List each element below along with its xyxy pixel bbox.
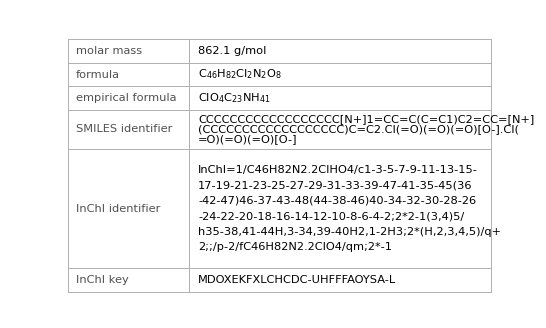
Text: 2;;/p-2/fC46H82N2.2ClO4/qm;2*-1: 2;;/p-2/fC46H82N2.2ClO4/qm;2*-1 (198, 242, 392, 252)
Text: InChI identifier: InChI identifier (76, 204, 160, 214)
Text: empirical formula: empirical formula (76, 93, 176, 103)
Text: 862.1 g/mol: 862.1 g/mol (198, 46, 266, 56)
Text: InChI key: InChI key (76, 275, 129, 285)
Text: InChI=1/C46H82N2.2ClHO4/c1-3-5-7-9-11-13-15-: InChI=1/C46H82N2.2ClHO4/c1-3-5-7-9-11-13… (198, 165, 478, 175)
Text: =O)(=O)(=O)[O-]: =O)(=O)(=O)[O-] (198, 134, 298, 145)
Text: molar mass: molar mass (76, 46, 142, 56)
Text: -24-22-20-18-16-14-12-10-8-6-4-2;2*2-1(3,4)5/: -24-22-20-18-16-14-12-10-8-6-4-2;2*2-1(3… (198, 211, 465, 221)
Text: h35-38,41-44H,3-34,39-40H2,1-2H3;2*(H,2,3,4,5)/q+: h35-38,41-44H,3-34,39-40H2,1-2H3;2*(H,2,… (198, 227, 501, 237)
Text: CCCCCCCCCCCCCCCCCC[N+]1=CC=C(C=C1)C2=CC=[N+]: CCCCCCCCCCCCCCCCCC[N+]1=CC=C(C=C1)C2=CC=… (198, 114, 535, 124)
Text: SMILES identifier: SMILES identifier (76, 124, 172, 134)
Text: MDOXEKFXLCHCDC-UHFFFAOYSA-L: MDOXEKFXLCHCDC-UHFFFAOYSA-L (198, 275, 396, 285)
Text: -42-47)46-37-43-48(44-38-46)40-34-32-30-28-26: -42-47)46-37-43-48(44-38-46)40-34-32-30-… (198, 196, 476, 206)
Text: $\mathregular{ClO_4C_{23}NH_{41}}$: $\mathregular{ClO_4C_{23}NH_{41}}$ (198, 91, 271, 105)
Text: formula: formula (76, 70, 120, 80)
Text: $\mathregular{C_{46}H_{82}Cl_2N_2O_8}$: $\mathregular{C_{46}H_{82}Cl_2N_2O_8}$ (198, 68, 282, 81)
Text: 17-19-21-23-25-27-29-31-33-39-47-41-35-45(36: 17-19-21-23-25-27-29-31-33-39-47-41-35-4… (198, 180, 473, 190)
Text: (CCCCCCCCCCCCCCCCCC)C=C2.Cl(=O)(=O)(=O)[O-].Cl(: (CCCCCCCCCCCCCCCCCC)C=C2.Cl(=O)(=O)(=O)[… (198, 124, 519, 134)
